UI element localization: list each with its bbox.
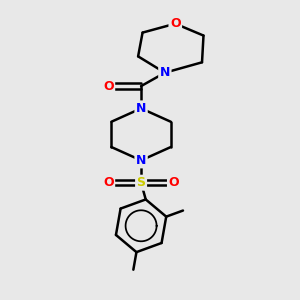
Text: O: O xyxy=(103,176,114,189)
Text: N: N xyxy=(160,66,170,79)
Text: O: O xyxy=(169,176,179,189)
Text: O: O xyxy=(103,80,114,93)
Text: O: O xyxy=(170,17,181,30)
Text: N: N xyxy=(136,102,146,115)
Text: N: N xyxy=(136,154,146,167)
Text: S: S xyxy=(136,176,146,189)
